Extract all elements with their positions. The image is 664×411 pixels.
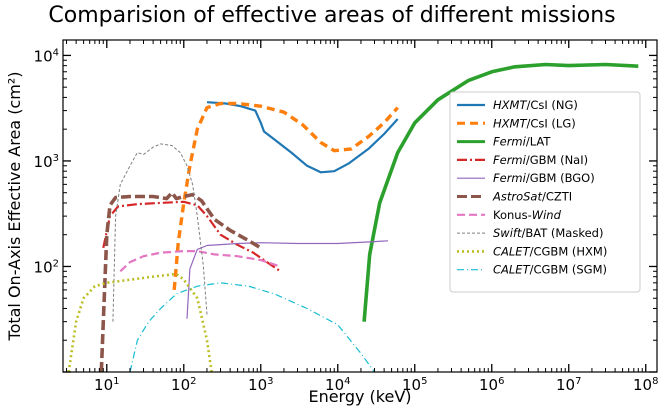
chart-legend: HXMT/CsI (NG) HXMT/CsI (LG) Fermi/LAT Fermi…	[449, 91, 641, 293]
plot-frame	[62, 39, 658, 373]
legend-box	[449, 91, 641, 293]
x-tick-label: 105	[402, 376, 427, 394]
series-line-fermi-gbm-nai	[102, 200, 282, 273]
x-tick-label: 104	[325, 376, 350, 394]
x-axis-label: Energy (keV)	[308, 387, 411, 406]
x-tick-label: 102	[171, 376, 196, 394]
series-line-calet-cgbm-hxm	[67, 272, 213, 372]
series-line-fermi-gbm-bgo	[186, 240, 389, 319]
legend-label-swift-bat: Swift/BAT (Masked)	[493, 226, 603, 240]
y-tick-label: 102	[34, 258, 59, 276]
x-tick-label: 101	[94, 376, 119, 394]
x-tick-label: 103	[248, 376, 273, 394]
tick-layer: 101 102 103 104 105 106 107 108 102 103 104	[34, 40, 658, 394]
chart-title: Comparision of effective areas of differ…	[48, 3, 615, 28]
legend-label-fermi-lat: Fermi/LAT	[493, 135, 551, 149]
legend-label-fermi-gbm-bgo: Fermi/GBM (BGO)	[493, 171, 595, 185]
series-line-fermi-lat	[362, 62, 639, 322]
legend-label-calet-cgbm-sgm: CALET/CGBM (SGM)	[493, 263, 607, 277]
legend-label-konus-wind: Konus-Wind	[493, 208, 562, 222]
x-tick-label: 108	[633, 376, 658, 394]
y-axis-label: Total On-Axis Effective Area (cm²)	[5, 72, 24, 342]
series-line-hxmt-csi-ng	[206, 101, 399, 174]
series-line-astrosat-czti	[99, 190, 262, 372]
legend-label-fermi-gbm-nai: Fermi/GBM (NaI)	[493, 153, 588, 167]
legend-label-hxmt-csi-ng: HXMT/CsI (NG)	[493, 98, 578, 112]
legend-label-hxmt-csi-lg: HXMT/CsI (LG)	[493, 116, 576, 130]
series-line-hxmt-csi-lg	[172, 101, 399, 291]
series-line-calet-cgbm-sgm	[129, 282, 375, 372]
y-tick-label: 104	[34, 47, 59, 65]
legend-label-astrosat-czti: AstroSat/CZTI	[492, 190, 572, 204]
x-tick-label: 107	[556, 376, 581, 394]
series-layer	[67, 62, 639, 372]
legend-label-calet-cgbm-hxm: CALET/CGBM (HXM)	[493, 244, 607, 258]
y-tick-label: 103	[34, 153, 59, 171]
series-line-swift-bat	[112, 143, 208, 322]
x-tick-label: 106	[479, 376, 504, 394]
series-line-konus-wind	[119, 250, 281, 273]
